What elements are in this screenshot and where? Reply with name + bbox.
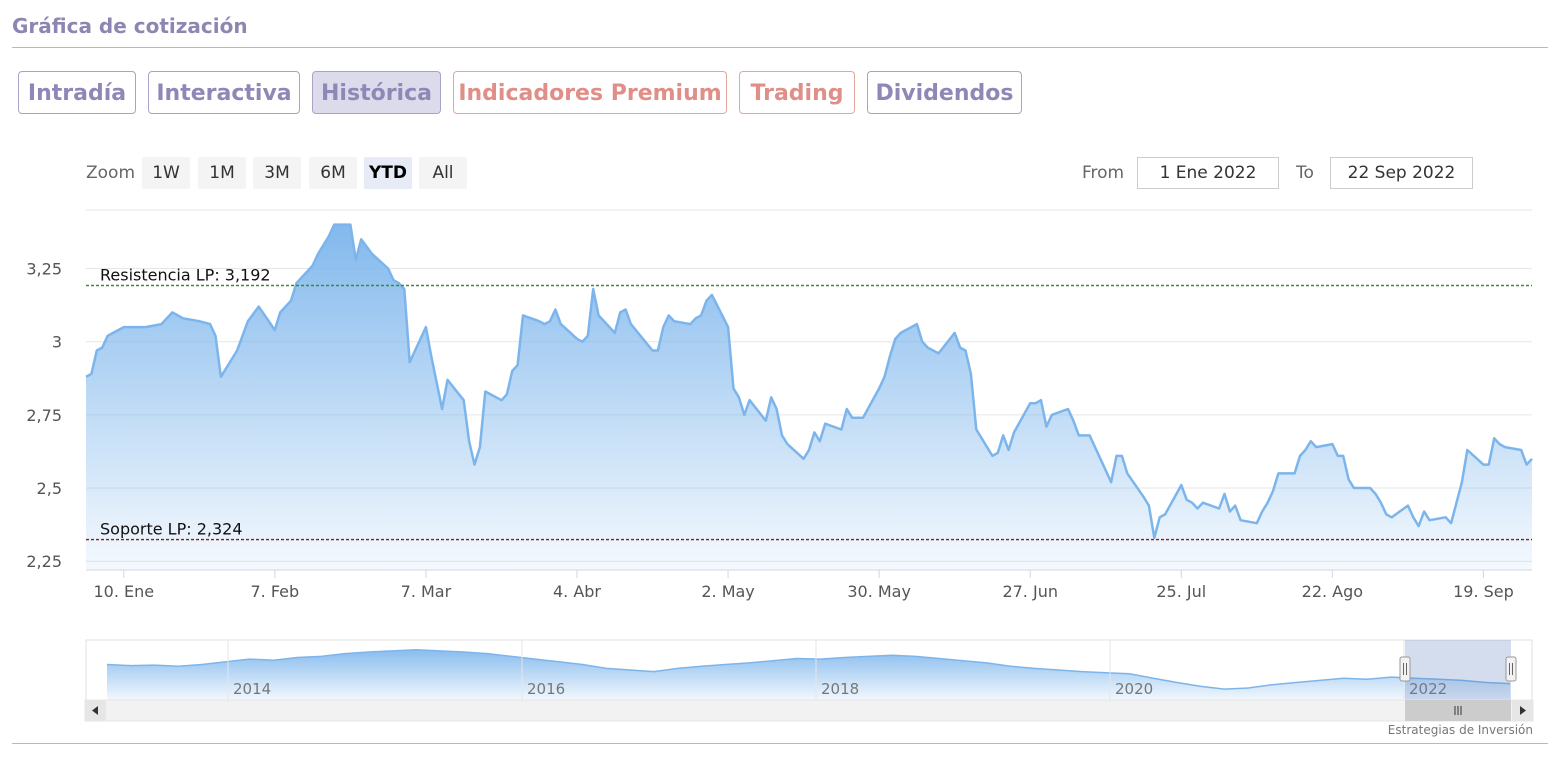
resistance-label: Resistencia LP: 3,192	[100, 266, 271, 285]
to-date-input[interactable]: 22 Sep 2022	[1330, 157, 1473, 189]
x-tick-label: 30. May	[847, 582, 911, 601]
navigator-year-label: 2016	[527, 680, 565, 698]
y-tick-label: 2,25	[26, 552, 62, 571]
series-area	[86, 224, 1532, 570]
tab-dividendos[interactable]: Dividendos	[867, 71, 1022, 114]
scroll-right-button	[1512, 700, 1533, 721]
zoom-3m-button[interactable]: 3M	[253, 157, 301, 189]
chevron-right-icon	[1520, 706, 1526, 715]
to-label: To	[1296, 163, 1314, 183]
divider	[12, 743, 1548, 744]
x-tick-label: 22. Ago	[1302, 582, 1363, 601]
tab-historica[interactable]: Histórica	[312, 71, 441, 114]
scroll-left-button	[85, 700, 106, 721]
navigator-right-handle[interactable]	[1505, 656, 1517, 682]
page-title: Gráfica de cotización	[12, 14, 248, 38]
zoom-label: Zoom	[86, 163, 136, 183]
x-tick-label: 4. Abr	[553, 582, 601, 601]
tab-trading[interactable]: Trading	[739, 71, 855, 114]
support-label: Soporte LP: 2,324	[100, 520, 243, 539]
x-tick-label: 7. Feb	[250, 582, 299, 601]
navigator-area	[107, 649, 1510, 700]
y-tick-label: 3,25	[26, 260, 62, 279]
navigator-scrollbar[interactable]	[84, 699, 1534, 722]
from-label: From	[1082, 163, 1125, 183]
navigator-year-label: 2018	[821, 680, 859, 698]
x-tick-label: 25. Jul	[1156, 582, 1206, 601]
divider	[12, 47, 1548, 48]
zoom-all-button[interactable]: All	[419, 157, 467, 189]
y-tick-label: 2,75	[26, 406, 62, 425]
y-tick-label: 2,5	[37, 479, 62, 498]
tab-indicadores-premium[interactable]: Indicadores Premium	[453, 71, 727, 114]
handle-body	[1505, 656, 1517, 682]
y-tick-label: 3	[52, 333, 62, 352]
handle-body	[1399, 656, 1411, 682]
zoom-1m-button[interactable]: 1M	[198, 157, 246, 189]
navigator-year-label: 2022	[1409, 680, 1447, 698]
navigator-selection	[1405, 640, 1511, 700]
chevron-left-icon	[92, 706, 98, 715]
navigator-line	[106, 649, 1511, 690]
tab-intradia[interactable]: Intradía	[18, 71, 136, 114]
from-date-input[interactable]: 1 Ene 2022	[1137, 157, 1279, 189]
x-tick-label: 27. Jun	[1002, 582, 1058, 601]
navigator-year-label: 2014	[233, 680, 271, 698]
series-line	[85, 223, 1533, 540]
chart-credit[interactable]: Estrategias de Inversión	[1387, 723, 1533, 737]
scrollbar-track	[84, 699, 1534, 722]
scrollbar-thumb	[1405, 700, 1511, 721]
x-tick-label: 19. Sep	[1453, 582, 1514, 601]
navigator-year-label: 2020	[1115, 680, 1153, 698]
x-tick-label: 2. May	[701, 582, 754, 601]
x-tick-label: 7. Mar	[401, 582, 452, 601]
tab-interactiva[interactable]: Interactiva	[148, 71, 300, 114]
x-tick-label: 10. Ene	[93, 582, 154, 601]
zoom-6m-button[interactable]: 6M	[309, 157, 357, 189]
zoom-1w-button[interactable]: 1W	[142, 157, 190, 189]
navigator-left-handle[interactable]	[1399, 656, 1411, 682]
navigator	[85, 639, 1533, 701]
zoom-ytd-button[interactable]: YTD	[364, 157, 412, 189]
